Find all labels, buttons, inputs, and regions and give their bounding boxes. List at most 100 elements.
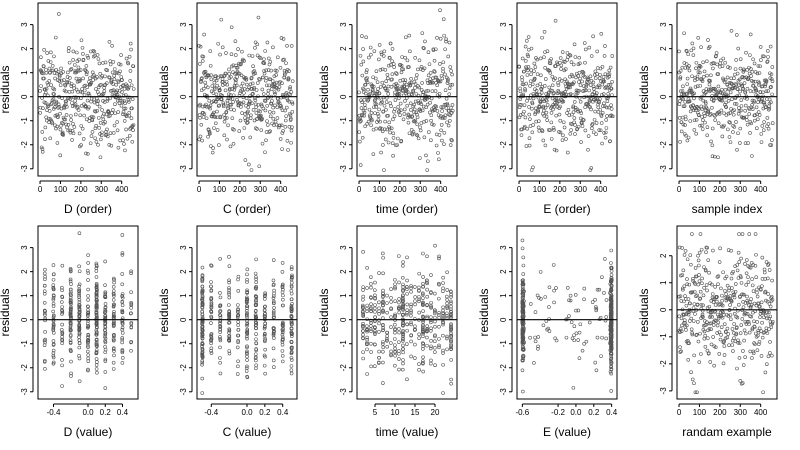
data-point — [381, 255, 385, 260]
data-point — [381, 251, 385, 256]
data-point — [440, 138, 444, 143]
data-point — [728, 294, 733, 298]
data-point — [416, 67, 420, 72]
data-point — [393, 337, 397, 341]
data-point — [738, 57, 743, 61]
data-point — [437, 282, 441, 287]
data-point — [281, 129, 285, 133]
data-point — [449, 304, 453, 309]
data-point — [609, 354, 613, 358]
data-point — [690, 377, 695, 382]
data-point — [284, 61, 288, 65]
data-point — [433, 324, 437, 329]
data-point — [739, 115, 744, 119]
data-point — [694, 332, 699, 337]
data-point — [70, 129, 75, 133]
data-point — [536, 109, 541, 114]
data-point — [369, 282, 373, 286]
data-point — [609, 266, 614, 271]
data-point — [449, 105, 453, 110]
data-point — [111, 333, 116, 337]
data-point — [129, 303, 134, 307]
data-point — [700, 127, 705, 131]
data-point — [58, 153, 63, 158]
data-point — [361, 47, 365, 51]
data-point — [575, 107, 580, 112]
data-point — [245, 345, 249, 350]
data-point — [745, 294, 749, 299]
data-point — [289, 303, 294, 308]
data-point — [218, 115, 223, 120]
data-point — [207, 98, 212, 103]
data-point — [706, 258, 711, 262]
data-point — [43, 274, 47, 279]
data-point — [520, 358, 525, 362]
data-point — [585, 75, 590, 80]
data-point — [594, 306, 599, 311]
data-point — [94, 328, 99, 333]
data-point — [703, 268, 708, 273]
data-point — [289, 44, 294, 48]
data-point — [51, 348, 56, 353]
data-point — [746, 280, 751, 284]
data-point — [407, 131, 412, 136]
data-point — [609, 304, 614, 308]
data-point — [715, 295, 719, 299]
data-point — [413, 324, 417, 329]
data-point — [750, 327, 755, 332]
data-point — [271, 311, 276, 315]
data-point — [762, 270, 767, 275]
data-point — [758, 311, 763, 316]
data-point — [401, 117, 406, 122]
x-tick-label: 0.0 — [570, 408, 582, 417]
data-point — [103, 339, 107, 343]
data-point — [244, 77, 249, 82]
data-point — [449, 307, 453, 311]
data-point — [535, 72, 540, 76]
data-point — [700, 281, 704, 286]
data-point — [263, 150, 267, 155]
data-point — [69, 298, 73, 303]
data-point — [686, 312, 691, 317]
data-point — [69, 305, 73, 310]
data-point — [373, 332, 377, 336]
data-point — [401, 358, 405, 362]
data-point — [208, 103, 213, 108]
data-point — [554, 98, 559, 103]
data-point — [690, 290, 695, 294]
data-point — [56, 115, 60, 119]
data-point — [740, 232, 745, 236]
data-point — [230, 87, 234, 91]
data-point — [250, 81, 255, 86]
data-point — [419, 121, 424, 125]
data-point — [752, 100, 756, 105]
data-point — [402, 112, 407, 116]
data-point — [736, 250, 741, 255]
data-point — [42, 289, 47, 293]
data-point — [95, 109, 99, 113]
data-point — [411, 104, 415, 109]
data-point — [385, 73, 390, 77]
data-point — [245, 272, 249, 277]
data-point — [215, 109, 219, 114]
data-point — [95, 306, 99, 310]
data-point — [384, 100, 389, 104]
data-point — [209, 284, 213, 289]
plot-frame — [516, 2, 618, 177]
data-point — [84, 151, 88, 156]
data-point — [228, 144, 233, 149]
data-point — [770, 121, 775, 125]
data-point — [409, 289, 413, 294]
data-point — [716, 84, 721, 89]
data-point — [245, 296, 249, 301]
data-point — [89, 49, 93, 54]
data-point — [737, 302, 741, 307]
data-point — [447, 86, 452, 91]
data-point — [95, 344, 99, 349]
data-point — [377, 349, 381, 354]
data-point — [379, 50, 384, 55]
data-point — [71, 122, 75, 126]
data-point — [377, 57, 381, 62]
data-point — [421, 302, 425, 306]
data-point — [381, 109, 386, 114]
